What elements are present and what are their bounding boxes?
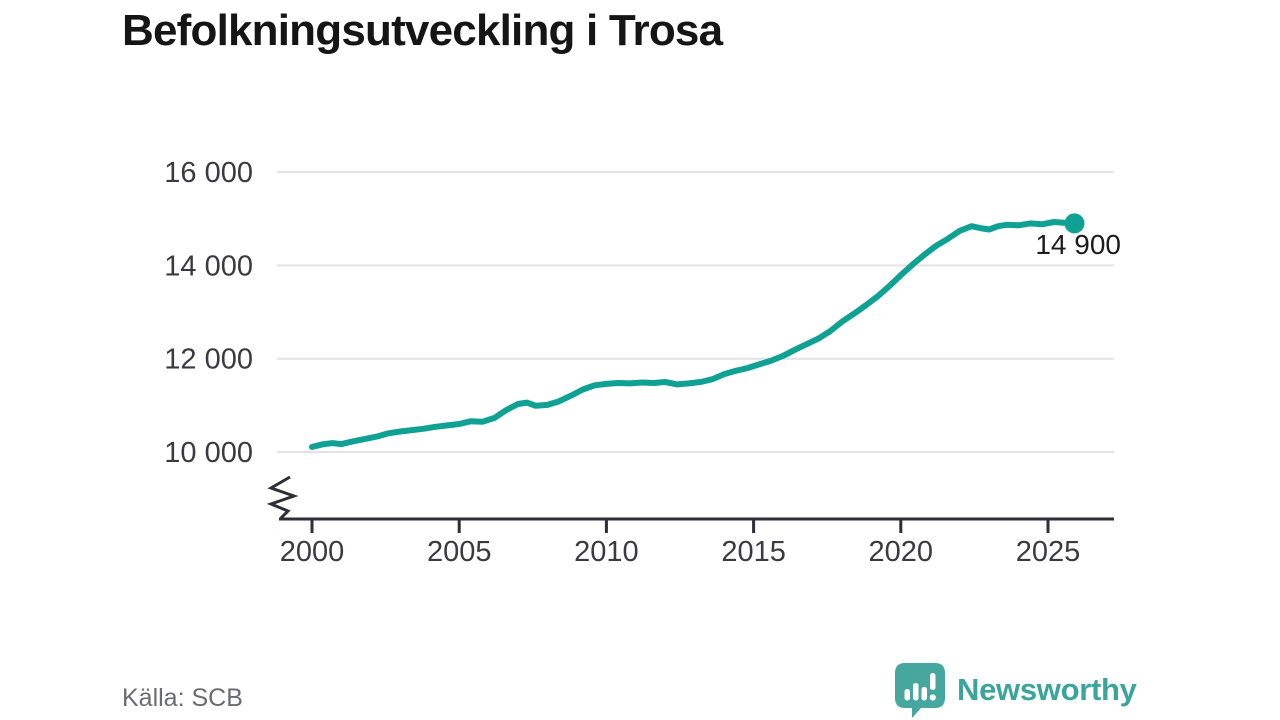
x-axis-tick-label: 2025 [1016,536,1081,568]
y-axis-tick-label: 10 000 [164,437,253,469]
page-title: Befolkningsutveckling i Trosa [122,6,723,55]
axis-break-icon [266,475,299,520]
y-axis-tick-label: 16 000 [164,157,253,189]
newsworthy-logo-text: Newsworthy [957,672,1137,707]
population-series-line [309,219,1078,450]
x-axis-tick-label: 2000 [280,536,345,568]
x-axis-tick-label: 2010 [574,536,639,568]
y-axis-tick-label: 12 000 [164,344,253,376]
x-axis-tick-label: 2005 [427,536,492,568]
latest-value-dot [1064,213,1085,234]
latest-value-label: 14 900 [1035,229,1121,260]
bar-chart-speech-bubble-icon [895,662,945,718]
x-axis-tick-label: 2020 [869,536,934,568]
newsworthy-logo: Newsworthy [894,661,1137,719]
source-label: Källa: SCB [122,684,243,712]
y-axis-tick-label: 14 000 [164,250,253,282]
x-axis-tick-label: 2015 [721,536,786,568]
